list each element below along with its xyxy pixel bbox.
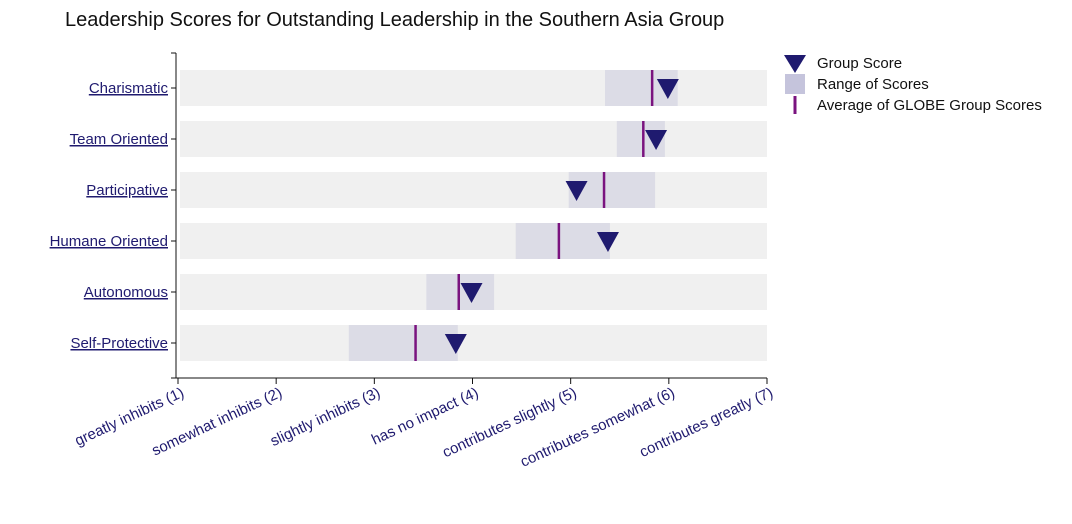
category-label-team-oriented[interactable]: Team Oriented bbox=[70, 131, 168, 148]
range-bar-humane-oriented bbox=[515, 223, 610, 259]
group-score-marker-participative bbox=[565, 181, 588, 201]
legend-label: Range of Scores bbox=[817, 76, 929, 93]
group-score-marker-self-protective bbox=[444, 334, 467, 354]
x-tick-label-3: slightly inhibits (3) bbox=[268, 384, 383, 450]
legend-item-range-of-scores: Range of Scores bbox=[785, 74, 929, 94]
category-label-humane-oriented[interactable]: Humane Oriented bbox=[50, 233, 168, 250]
category-labels: Charismatic Team Oriented Participative Hum… bbox=[50, 80, 169, 352]
band-self-protective bbox=[180, 325, 767, 361]
legend-label: Group Score bbox=[817, 55, 902, 72]
category-label-participative[interactable]: Participative bbox=[86, 182, 168, 199]
x-tick-labels: greatly inhibits (1)somewhat inhibits (2… bbox=[72, 384, 775, 471]
triangle-down-icon bbox=[784, 55, 806, 73]
range-bar-participative bbox=[568, 172, 656, 208]
group-score-markers bbox=[444, 79, 679, 354]
x-tick-label-6: contributes somewhat (6) bbox=[518, 384, 678, 471]
group-score-marker-autonomous bbox=[460, 283, 483, 303]
axes bbox=[171, 52, 768, 384]
band-team-oriented bbox=[180, 121, 767, 157]
legend-item-average-of-globe-group-scores: Average of GLOBE Group Scores bbox=[793, 96, 1042, 114]
background-bands bbox=[180, 70, 767, 361]
band-humane-oriented bbox=[180, 223, 767, 259]
square-icon bbox=[785, 74, 805, 94]
category-label-autonomous[interactable]: Autonomous bbox=[84, 284, 168, 301]
range-bar-self-protective bbox=[348, 325, 458, 361]
group-score-marker-charismatic bbox=[656, 79, 679, 99]
band-charismatic bbox=[180, 70, 767, 106]
legend-item-group-score: Group Score bbox=[784, 55, 902, 73]
range-bars bbox=[348, 70, 678, 361]
category-label-charismatic[interactable]: Charismatic bbox=[89, 80, 169, 97]
legend-label: Average of GLOBE Group Scores bbox=[817, 97, 1042, 114]
legend: Group Score Range of Scores Average of GLO… bbox=[784, 55, 1042, 114]
chart-title: Leadership Scores for Outstanding Leader… bbox=[65, 9, 724, 31]
range-bar-autonomous bbox=[426, 274, 495, 310]
group-score-marker-team-oriented bbox=[645, 130, 668, 150]
group-score-marker-humane-oriented bbox=[596, 232, 619, 252]
band-participative bbox=[180, 172, 767, 208]
average-lines bbox=[414, 70, 654, 361]
category-label-self-protective[interactable]: Self-Protective bbox=[70, 335, 168, 352]
